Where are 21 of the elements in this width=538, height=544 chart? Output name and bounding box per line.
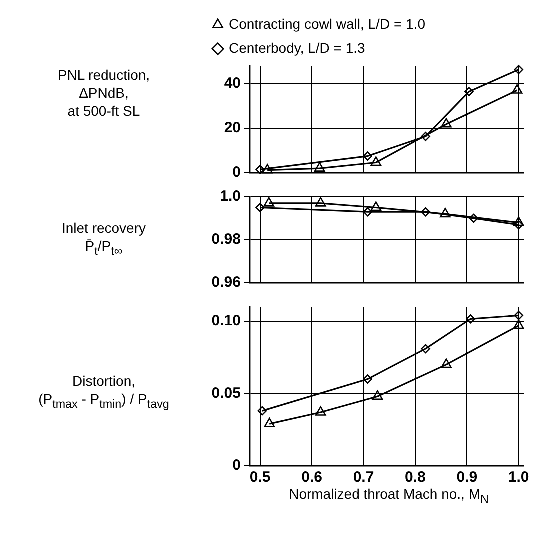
y-tick-label: 20 [224,120,241,137]
y-tick-label: 40 [224,74,241,92]
y-tick-label: 0.98 [212,231,241,248]
x-tick-label: 0.7 [353,469,374,486]
x-tick-label: 1.0 [508,469,530,486]
y-tick-label: 0.96 [212,274,241,292]
x-axis-title: Normalized throat Mach no., M$_{N}$ [288,486,490,506]
y-tick-label: 1.0 [220,188,241,206]
text: Distortion, (P$_{tmax}$ - P$_{tmin}$) / P$_{tavg}$ [38,372,170,410]
x-tick-label: 0.5 [250,469,271,486]
x-tick-label: 0.8 [405,469,426,486]
x-tick-label: 0.6 [302,469,322,486]
legend-label: Contracting cowl wall, L/D = 1.0 [229,16,426,32]
y-tick-label: 0.05 [212,384,241,402]
y-tick-label: 0 [232,457,241,474]
x-tick-label: 0.9 [456,469,478,486]
y-tick-label: 0.10 [212,312,241,330]
y-axis-title: Inlet recovery P̄$_{t}$/P$_{t∞}$ [60,219,148,260]
legend-label: Centerbody, L/D = 1.3 [229,40,366,56]
y-tick-label: 0 [232,164,241,182]
y-axis-title: PNL reduction, ΔPNdB, at 500-ft SL [56,66,152,120]
